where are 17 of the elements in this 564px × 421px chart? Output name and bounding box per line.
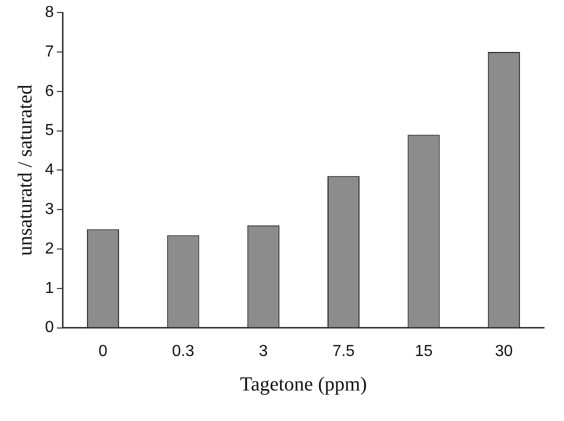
y-tick-label: 1 <box>44 280 54 297</box>
y-tick-label: 7 <box>44 43 54 60</box>
x-tick-label: 3 <box>258 342 268 360</box>
x-axis-title: Tagetone (ppm) <box>240 373 367 396</box>
x-tick-label: 0 <box>98 342 108 360</box>
y-tick-label: 6 <box>44 82 54 100</box>
y-tick-label: 8 <box>44 4 54 22</box>
y-tick-label: 0 <box>44 319 54 336</box>
x-tick-label: 15 <box>414 342 433 360</box>
y-tick-label: 2 <box>44 240 54 258</box>
x-tick-label: 0.3 <box>172 342 194 360</box>
x-tick-label: 7.5 <box>332 342 355 360</box>
y-tick-label: 4 <box>44 162 54 179</box>
y-tick-label: 5 <box>44 122 54 140</box>
y-axis-title: unsaturatd / saturated <box>14 84 36 256</box>
y-tick-label: 3 <box>44 201 54 218</box>
x-tick-label: 30 <box>495 342 513 360</box>
